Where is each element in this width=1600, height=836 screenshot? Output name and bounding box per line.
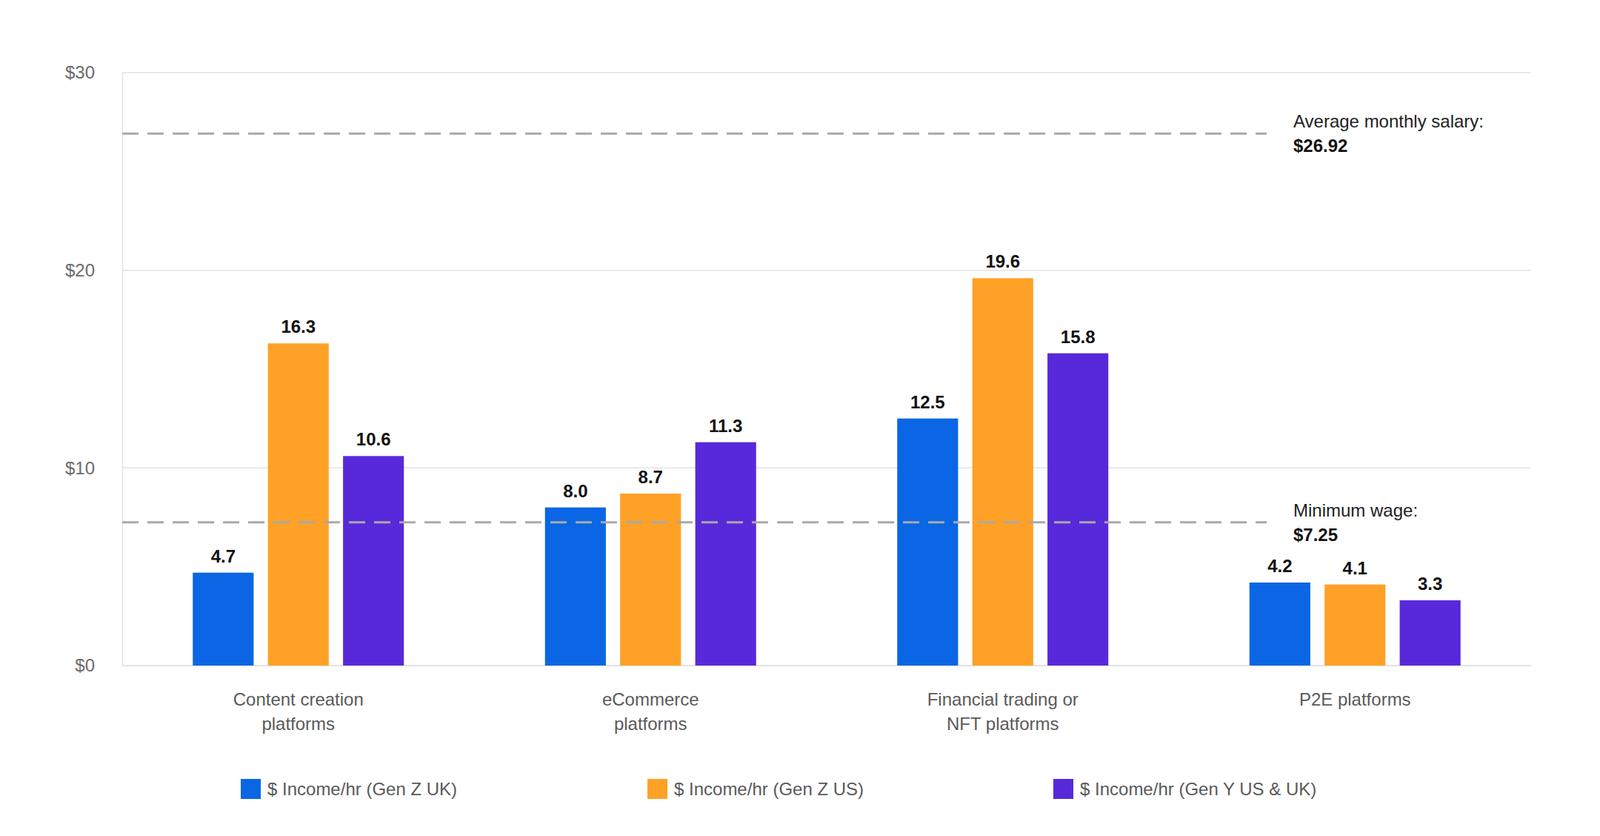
bar xyxy=(268,342,329,666)
data-label: 15.8 xyxy=(1060,326,1096,347)
data-label: 10.6 xyxy=(356,428,392,449)
x-tick-label: P2E platforms xyxy=(1299,688,1412,709)
reference-label: Minimum wage: xyxy=(1293,500,1418,520)
plot-area xyxy=(122,133,1461,666)
data-label: 19.6 xyxy=(985,251,1020,272)
x-tick-label-line: P2E platforms xyxy=(1299,688,1412,709)
grid-line xyxy=(122,71,1532,74)
grid-line xyxy=(122,269,1532,272)
legend-swatch xyxy=(1053,778,1074,799)
bar xyxy=(1324,584,1386,666)
reference-value: $26.92 xyxy=(1293,135,1348,156)
x-tick-label: Content creation platforms xyxy=(233,688,364,734)
bar xyxy=(342,455,404,666)
x-axis-line xyxy=(122,665,1532,667)
data-label: 8.7 xyxy=(638,466,663,487)
y-tick-label: $30 xyxy=(65,62,95,83)
y-tick: $0 xyxy=(74,654,123,675)
legend-item: $ Income/hr (Gen Z US) xyxy=(647,778,864,799)
bar-series xyxy=(192,418,1311,666)
grid-line xyxy=(122,467,1532,469)
data-label: 12.5 xyxy=(910,391,946,412)
legend-swatch xyxy=(647,778,668,799)
x-tick-label-line: platforms xyxy=(614,713,688,734)
x-tick-label-line: Content creation xyxy=(233,688,364,709)
bar xyxy=(1047,353,1109,666)
legend-label: $ Income/hr (Gen Z US) xyxy=(674,778,864,799)
reference-line xyxy=(122,520,1267,523)
bar-series xyxy=(342,353,1461,666)
legend-label: $ Income/hr (Gen Y US & UK) xyxy=(1080,778,1317,799)
bar xyxy=(620,493,681,666)
reference-line xyxy=(122,132,1267,135)
reference-label: Average monthly salary: xyxy=(1293,111,1484,132)
legend: $ Income/hr (Gen Z UK) $ Income/hr (Gen Z… xyxy=(240,778,1317,799)
legend-item: $ Income/hr (Gen Y US & UK) xyxy=(1053,778,1317,799)
y-tick-label: $10 xyxy=(65,457,95,478)
data-label: 3.3 xyxy=(1417,573,1443,594)
legend-label: $ Income/hr (Gen Z UK) xyxy=(267,778,458,799)
data-label: 16.3 xyxy=(280,316,316,337)
bar xyxy=(695,442,757,666)
legend-item: $ Income/hr (Gen Z UK) xyxy=(240,778,458,799)
bar xyxy=(1400,600,1461,666)
chart: $0$10$20$30Content creationplatformseCom… xyxy=(0,0,1600,836)
y-tick-label: $0 xyxy=(74,654,95,675)
x-tick-label: Financial trading or NFT platforms xyxy=(927,688,1079,734)
x-tick: P2E platforms xyxy=(1299,688,1412,709)
data-label: 8.0 xyxy=(562,480,588,501)
y-axis-line xyxy=(122,73,124,666)
bar xyxy=(897,418,958,666)
data-label: 4.2 xyxy=(1267,555,1292,576)
legend-swatch xyxy=(240,778,261,799)
x-tick-label-line: Financial trading or xyxy=(927,688,1079,709)
x-tick-label-line: platforms xyxy=(261,713,335,734)
bar xyxy=(972,277,1034,666)
x-tick: Content creation platforms xyxy=(233,688,364,734)
y-axis: $0 $10 $20 $30 xyxy=(65,62,123,675)
y-tick: $10 xyxy=(65,457,123,478)
reference-lines: Average monthly salary: $26.92 Minimum wag… xyxy=(1293,111,1484,545)
x-tick-label-line: NFT platforms xyxy=(946,713,1060,734)
x-tick-label: eCommerce platforms xyxy=(602,688,700,734)
data-label: 4.1 xyxy=(1342,557,1368,578)
bar-series xyxy=(268,277,1386,666)
x-tick-label-line: eCommerce xyxy=(602,688,700,709)
x-tick: eCommerce platforms xyxy=(602,688,700,734)
reference-value: $7.25 xyxy=(1293,524,1338,545)
y-tick: $20 xyxy=(65,260,123,280)
y-tick: $30 xyxy=(65,62,123,83)
bar xyxy=(192,572,254,666)
bar xyxy=(1249,582,1311,666)
data-label: 11.3 xyxy=(708,415,743,436)
data-labels: 4.7 8.0 12.5 4.2 16.3 8.7 19.6 4.1 10.6 11.3 15.8 3… xyxy=(211,251,1443,594)
bar xyxy=(545,507,606,666)
x-axis: Content creation platforms eCommerce platfo… xyxy=(122,665,1532,735)
y-tick-label: $20 xyxy=(65,260,95,280)
x-tick: Financial trading or NFT platforms xyxy=(927,688,1079,734)
grid-line xyxy=(122,664,1532,666)
data-label: 4.7 xyxy=(211,545,236,566)
grid xyxy=(122,72,1532,666)
